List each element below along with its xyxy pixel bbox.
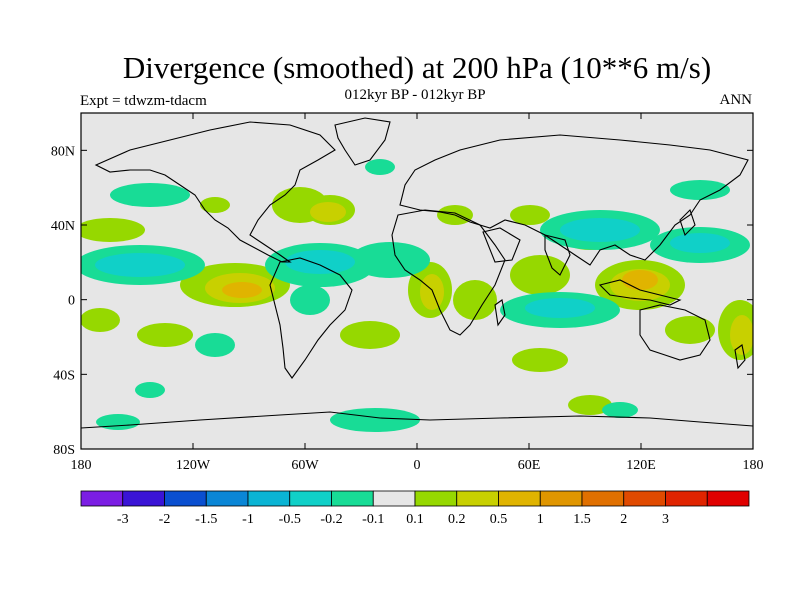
colorbar-swatch xyxy=(289,490,332,507)
colorbar-label: -0.1 xyxy=(362,512,384,527)
colorbar-swatch xyxy=(539,490,583,507)
colorbar: -3 -2 -1.5 -1 -0.5 -0.2 -0.1 0.1 0.2 0.5 1 1.5 2 3 xyxy=(80,490,750,527)
longitude-tick-label: 120E xyxy=(626,458,656,473)
colorbar-label: 0.5 xyxy=(490,512,508,527)
colorbar-label: 0.1 xyxy=(406,512,424,527)
colorbar-swatch xyxy=(623,490,666,507)
latitude-tick-label: 80N xyxy=(51,144,75,159)
season-label: ANN xyxy=(719,92,753,108)
experiment-label: Expt = tdwzm-tdacm xyxy=(80,93,207,109)
colorbar-swatch xyxy=(164,490,207,507)
latitude-tick-label: 80S xyxy=(53,443,75,458)
longitude-tick-label: 180 xyxy=(71,458,92,473)
colorbar-label: 3 xyxy=(662,512,669,527)
longitude-tick-label: 120W xyxy=(176,458,211,473)
longitude-tick-label: 60E xyxy=(518,458,541,473)
latitude-tick-label: 40S xyxy=(53,368,75,383)
longitude-tick-label: 0 xyxy=(414,458,421,473)
latitude-tick-label: 40N xyxy=(51,219,75,234)
colorbar-label: -0.2 xyxy=(320,512,342,527)
colorbar-swatch xyxy=(122,490,165,507)
colorbar-swatch xyxy=(414,490,458,507)
colorbar-swatch xyxy=(80,490,124,507)
colorbar-swatch xyxy=(331,490,374,507)
plot-title: Divergence (smoothed) at 200 hPa (10**6 … xyxy=(122,50,712,85)
colorbar-swatch xyxy=(581,490,625,507)
colorbar-label: 0.2 xyxy=(448,512,466,527)
longitude-tick-label: 60W xyxy=(291,458,319,473)
axis-ticks: 180 120W 60W 0 60E 120E 180 80N 40N 0 40S 80S xyxy=(51,113,764,473)
colorbar-swatch xyxy=(247,490,291,507)
time-range-subtitle: 012kyr BP - 012kyr BP xyxy=(344,87,486,103)
colorbar-swatch xyxy=(706,490,750,507)
colorbar-label: -1 xyxy=(242,512,254,527)
colorbar-label: -2 xyxy=(159,512,171,527)
colorbar-label: -3 xyxy=(117,512,129,527)
colorbar-label: 1.5 xyxy=(573,512,591,527)
colorbar-swatch xyxy=(205,490,249,507)
colorbar-swatch xyxy=(456,490,499,507)
divergence-field xyxy=(81,117,753,432)
colorbar-swatch xyxy=(665,490,708,507)
colorbar-label: -1.5 xyxy=(195,512,217,527)
colorbar-label: -0.5 xyxy=(279,512,301,527)
colorbar-swatch xyxy=(372,490,416,507)
longitude-tick-label: 180 xyxy=(743,458,764,473)
colorbar-swatch xyxy=(498,490,541,507)
coastlines xyxy=(81,117,753,429)
latitude-tick-label: 0 xyxy=(68,294,75,309)
colorbar-label: 2 xyxy=(620,512,627,527)
colorbar-label: 1 xyxy=(537,512,544,527)
